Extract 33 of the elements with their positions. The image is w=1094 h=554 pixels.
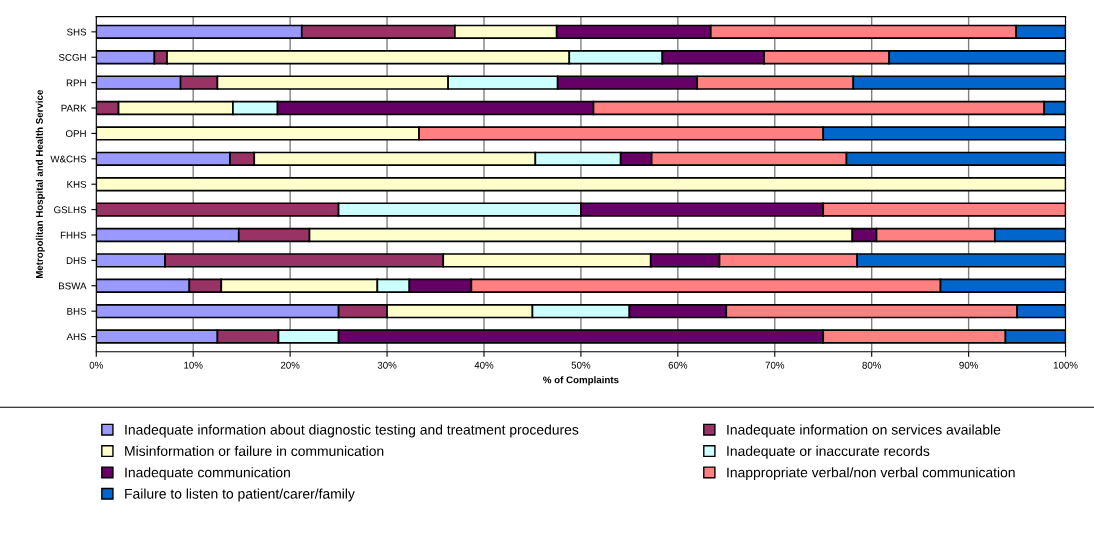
- x-tick-label: 70%: [765, 361, 785, 369]
- legend-label: Inadequate or inaccurate records: [727, 445, 930, 459]
- y-axis-title: Metropolitan Hospital and Health Service: [35, 89, 45, 279]
- x-tick-label: 40%: [474, 361, 494, 369]
- legend-label: Inappropriate verbal/non verbal communication: [727, 467, 1015, 481]
- y-tick-label: PARK: [61, 104, 87, 112]
- y-tick-label: GSLHS: [54, 206, 87, 214]
- x-tick-label: 60%: [668, 361, 688, 369]
- legend-label: Inadequate communication: [125, 467, 290, 481]
- x-tick-label: 20%: [280, 361, 300, 369]
- legend-label: Misinformation or failure in communication: [125, 445, 384, 457]
- x-tick-label: 10%: [184, 361, 203, 369]
- legend-label: Inadequate information on services available: [727, 424, 1001, 438]
- x-tick-label: 80%: [862, 361, 882, 369]
- x-axis-title: % of Complaints: [543, 376, 619, 386]
- x-tick-label: 90%: [959, 361, 979, 369]
- x-tick-label: 100%: [1053, 361, 1078, 369]
- legend-label: Failure to listen to patient/carer/family: [125, 488, 355, 502]
- y-tick-label: BSWA: [59, 282, 87, 290]
- legend-label: Inadequate information about diagnostic testing and treatment procedures: [125, 424, 579, 438]
- y-tick-label: SHS: [67, 28, 87, 36]
- y-tick-label: KHS: [67, 180, 87, 188]
- y-tick-label: RPH: [66, 79, 86, 87]
- y-tick-label: W&CHS: [50, 155, 87, 163]
- y-tick-label: AHS: [66, 333, 87, 341]
- y-tick-label: DHS: [66, 257, 87, 264]
- y-tick-label: SCGH: [58, 53, 86, 61]
- y-tick-label: FHHS: [60, 231, 87, 239]
- x-tick-label: 0%: [89, 361, 103, 369]
- x-tick-label: 30%: [377, 361, 397, 369]
- y-tick-label: BHS: [67, 307, 87, 315]
- y-tick-label: OPH: [65, 130, 86, 138]
- x-tick-label: 50%: [571, 361, 591, 369]
